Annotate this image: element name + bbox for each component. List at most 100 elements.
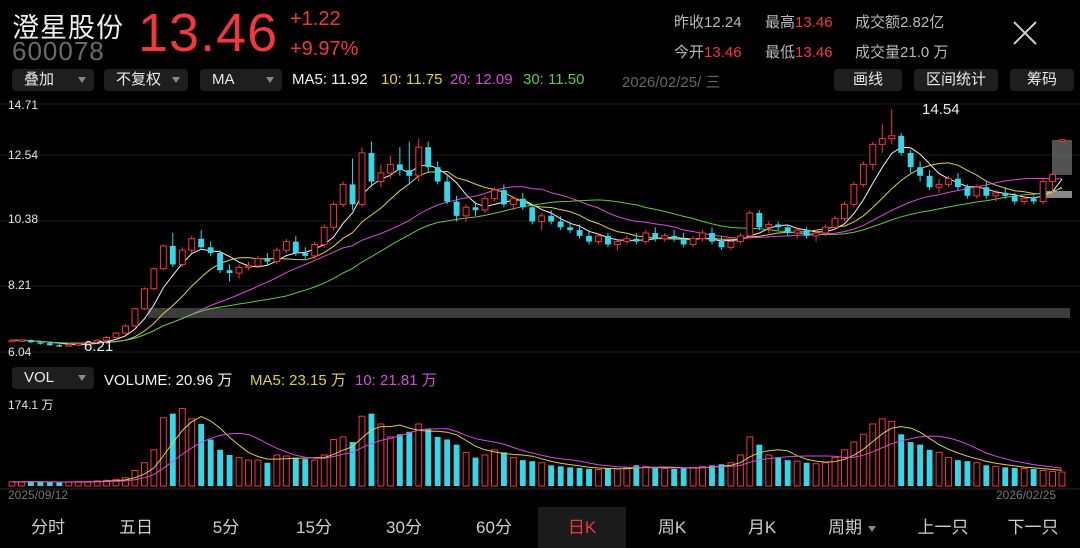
chips-button[interactable]: 筹码 <box>1010 69 1074 91</box>
candle-body <box>103 336 111 341</box>
volume-bar <box>434 436 441 486</box>
candle-body <box>472 207 479 211</box>
next-stock-button[interactable]: 下一只 <box>1007 518 1059 537</box>
candle-body <box>878 138 886 145</box>
overlay-dropdown[interactable]: 叠加 <box>12 69 94 91</box>
candle-body <box>235 266 243 274</box>
candle-body <box>613 241 621 245</box>
volume-bar <box>822 462 829 487</box>
volume-bar <box>330 438 338 487</box>
candle-body <box>756 212 763 228</box>
candle-body <box>775 224 782 228</box>
price-change-percent: +9.97% <box>290 38 359 60</box>
volume-bar <box>888 420 896 487</box>
indicator-dropdown[interactable]: MA <box>200 69 282 91</box>
prev-stock-button[interactable]: 上一只 <box>917 518 969 537</box>
candle-body <box>983 187 990 196</box>
start-date: 2025/09/12 <box>8 488 69 502</box>
candle-body <box>425 147 432 168</box>
indicator-label: MA <box>212 71 235 88</box>
candle-body <box>784 227 791 234</box>
volume-bar <box>481 454 489 487</box>
close-icon[interactable] <box>1012 20 1038 46</box>
candle-body <box>567 227 574 231</box>
current-price: 13.46 <box>138 3 279 63</box>
tab-60min[interactable]: 60分 <box>476 518 512 537</box>
volume-bar <box>680 467 687 486</box>
candle-body <box>282 241 290 251</box>
chevron-down-icon <box>78 375 86 381</box>
candle-body <box>396 164 403 171</box>
current-price-marker <box>1044 191 1072 198</box>
candle-body <box>302 253 309 256</box>
draw-button[interactable]: 画线 <box>834 69 902 91</box>
candle-body <box>1039 181 1047 203</box>
volume-bar <box>188 418 196 487</box>
vol-indicator-dropdown[interactable]: VOL <box>12 367 94 389</box>
volume-bar <box>652 467 659 486</box>
candle-body <box>358 152 366 205</box>
support-band <box>148 308 1070 318</box>
volume-bar <box>689 466 697 487</box>
volume-bar <box>709 465 715 486</box>
tab-monthly-k[interactable]: 月K <box>747 518 777 537</box>
volume-bar <box>207 439 214 486</box>
y-tick-1: 14.71 <box>8 98 39 112</box>
candle-body <box>491 189 498 200</box>
kline-chart[interactable] <box>0 0 1080 507</box>
candle-body <box>689 238 697 245</box>
y-tick-2: 12.54 <box>8 148 39 162</box>
tab-30min[interactable]: 30分 <box>386 518 422 537</box>
volume-bar <box>878 418 886 487</box>
candle-body <box>945 178 952 185</box>
turnover-stat: 成交额2.82亿 <box>855 11 944 32</box>
volume-bar <box>983 465 990 486</box>
candle-body <box>330 203 338 228</box>
current-date: 2026/02/25/ 三 <box>622 74 721 91</box>
turnover-value: 2.82亿 <box>900 14 945 31</box>
candle-body <box>349 184 356 205</box>
candle-body <box>623 238 631 243</box>
candle-body <box>311 243 319 257</box>
candle-body <box>273 249 281 263</box>
chevron-down-icon <box>78 77 86 83</box>
adjust-dropdown[interactable]: 不复权 <box>104 69 188 91</box>
volume-bar <box>718 464 725 486</box>
max-price-label: 14.54 <box>922 101 960 118</box>
tab-daily-k[interactable]: 日K <box>538 507 626 548</box>
volume-bar <box>159 417 167 487</box>
range-stats-button[interactable]: 区间统计 <box>914 69 998 91</box>
end-date: 2026/02/25 <box>996 488 1057 502</box>
volume-bar <box>46 482 53 486</box>
candle-body <box>406 170 413 176</box>
volume-bar <box>850 441 858 487</box>
high-value: 13.46 <box>795 14 833 31</box>
candle-body <box>888 135 896 140</box>
vol-ma5-line <box>12 415 1063 483</box>
tab-weekly-k[interactable]: 周K <box>657 518 687 537</box>
volume-bar <box>595 468 602 487</box>
candle-body <box>74 343 82 346</box>
candle-body <box>37 342 44 344</box>
tab-5min[interactable]: 5分 <box>212 518 240 537</box>
volume-bar <box>472 457 479 486</box>
volume-bar <box>623 467 631 487</box>
candle-body <box>699 232 706 240</box>
tab-timeshare[interactable]: 分时 <box>31 518 65 537</box>
candle-body <box>462 206 470 217</box>
volume-bar <box>727 462 735 487</box>
volume-value: 21.0 万 <box>900 44 949 61</box>
tab-period-label: 周期 <box>828 518 862 537</box>
tab-period[interactable]: 周期 <box>804 507 900 548</box>
candle-body <box>481 198 489 211</box>
candle-body <box>595 235 602 243</box>
vol-max-label: 174.1 万 <box>8 398 54 412</box>
tab-15min[interactable]: 15分 <box>296 518 332 537</box>
prev-close-stat: 昨收12.24 <box>674 11 742 32</box>
candle-body <box>548 215 555 222</box>
vol-ma10-value: 10: 21.81 万 <box>355 372 437 389</box>
volume-bar <box>935 451 943 487</box>
high-label: 最高 <box>765 14 796 31</box>
candle-body <box>65 344 73 347</box>
tab-five-day[interactable]: 五日 <box>119 518 153 537</box>
